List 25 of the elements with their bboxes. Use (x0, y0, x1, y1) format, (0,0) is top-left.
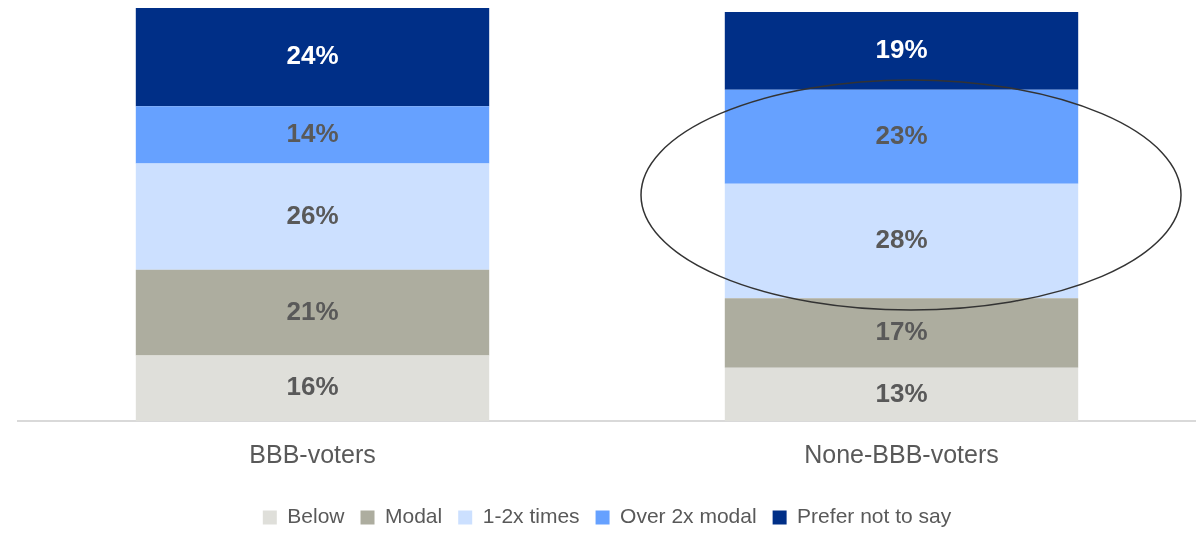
bar (724, 183, 1079, 299)
bar (135, 163, 490, 270)
legend-label: 1-2x times (482, 504, 580, 528)
data-label: 16% (286, 371, 339, 402)
legend-label: Over 2x modal (620, 504, 757, 528)
data-label: 21% (286, 295, 339, 326)
data-label: 13% (875, 377, 928, 408)
data-label: 28% (875, 224, 928, 255)
x-tick-label: None-BBB-voters (804, 439, 999, 468)
bar (135, 8, 490, 107)
bar (724, 89, 1079, 184)
data-label: 23% (875, 119, 928, 150)
legend-label: Below (287, 504, 346, 528)
legend-label: Prefer not to say (797, 504, 952, 528)
data-label: 14% (286, 117, 339, 148)
legend-label: Modal (385, 504, 443, 528)
data-label: 19% (875, 34, 928, 65)
bar (135, 269, 490, 356)
bar (724, 298, 1079, 368)
data-label: 17% (875, 316, 928, 347)
data-label: 24% (286, 40, 339, 71)
x-tick-label: BBB-voters (249, 439, 376, 468)
data-label: 26% (286, 199, 339, 230)
bar (135, 106, 490, 164)
bar (724, 12, 1079, 90)
